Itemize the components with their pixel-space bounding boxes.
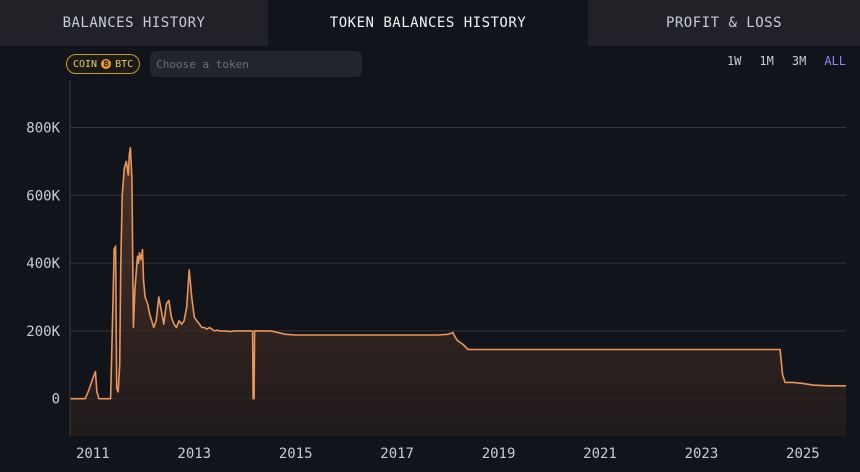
y-tick-label: 400K (26, 256, 60, 272)
range-all[interactable]: ALL (824, 54, 846, 68)
range-3m[interactable]: 3M (791, 54, 807, 68)
balance-area-fill (70, 147, 846, 437)
x-tick-label: 2019 (482, 446, 516, 462)
tab-profit-loss[interactable]: PROFIT & LOSS (588, 0, 860, 46)
balance-line (70, 147, 846, 400)
x-tick-label: 2025 (786, 446, 820, 462)
range-1w[interactable]: 1W (726, 54, 742, 68)
x-tick-label: 2015 (279, 446, 313, 462)
pill-token-label: BTC (115, 58, 134, 70)
range-1m[interactable]: 1M (759, 54, 774, 68)
x-tick-label: 2017 (380, 446, 414, 462)
time-range-selector: 1W 1M 3M ALL (727, 54, 846, 68)
y-tick-label: 0 (52, 392, 60, 408)
x-tick-label: 2023 (685, 446, 719, 462)
token-search-input[interactable] (150, 51, 363, 77)
tab-bar: BALANCES HISTORY TOKEN BALANCES HISTORY … (0, 0, 860, 46)
y-tick-label: 200K (26, 324, 60, 340)
x-tick-label: 2013 (177, 446, 211, 462)
selected-token-pill[interactable]: COIN ₿ BTC (66, 54, 141, 74)
token-balance-chart: 0 200K 400K 600K 800K 2011 2013 2015 2017 2019 202… (26, 80, 846, 462)
x-tick-label: 2021 (583, 446, 617, 462)
token-filter-bar: COIN ₿ BTC (66, 51, 363, 77)
tab-token-balances-history[interactable]: TOKEN BALANCES HISTORY (268, 0, 588, 46)
y-tick-label: 600K (26, 188, 60, 204)
tab-balances-history[interactable]: BALANCES HISTORY (0, 0, 268, 46)
bitcoin-icon: ₿ (101, 59, 112, 69)
x-tick-label: 2011 (76, 446, 110, 462)
pill-coin-label: COIN (73, 58, 98, 70)
y-tick-label: 800K (26, 120, 60, 136)
